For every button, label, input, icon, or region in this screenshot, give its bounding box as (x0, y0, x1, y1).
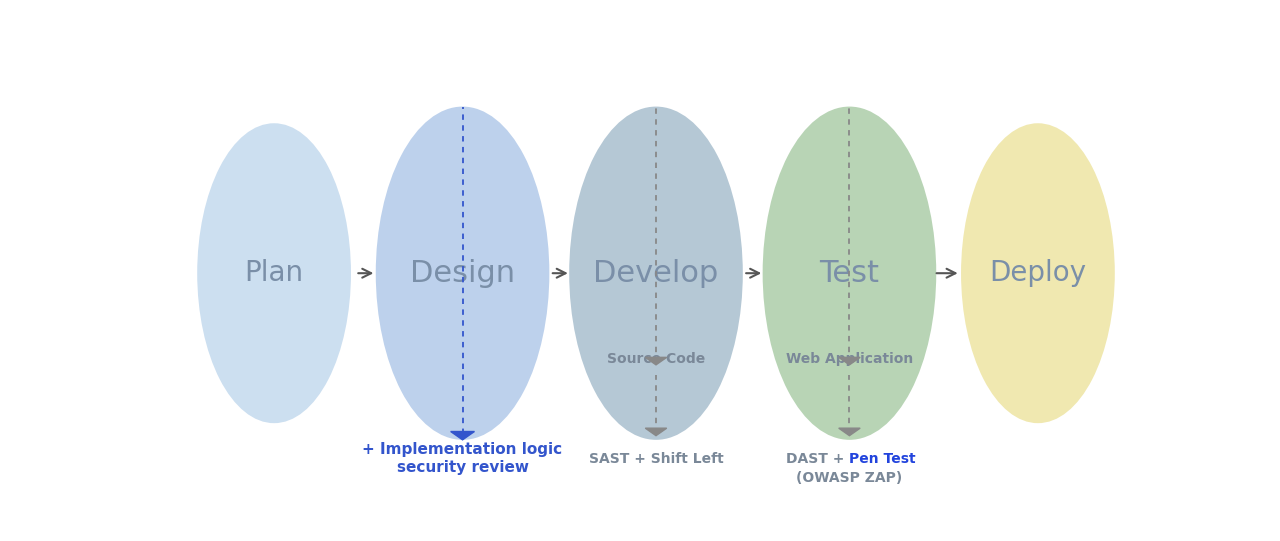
Text: Design: Design (410, 259, 515, 288)
Text: Source Code: Source Code (607, 352, 705, 366)
Text: DAST +: DAST + (786, 452, 850, 466)
Text: Plan: Plan (244, 259, 303, 287)
Ellipse shape (376, 107, 549, 440)
Text: Pen Test: Pen Test (850, 452, 916, 466)
Text: Web Application: Web Application (786, 352, 913, 366)
Text: Deploy: Deploy (989, 259, 1087, 287)
Text: Test: Test (819, 259, 879, 288)
Ellipse shape (763, 107, 936, 440)
Polygon shape (645, 428, 667, 436)
Polygon shape (645, 358, 667, 365)
Ellipse shape (197, 123, 351, 423)
Ellipse shape (961, 123, 1115, 423)
Text: SAST + Shift Left: SAST + Shift Left (589, 452, 723, 466)
Text: (OWASP ZAP): (OWASP ZAP) (796, 471, 902, 485)
Text: + Implementation logic
security review: + Implementation logic security review (362, 443, 563, 475)
Polygon shape (838, 428, 860, 436)
Text: Develop: Develop (594, 259, 718, 288)
Polygon shape (451, 432, 475, 440)
Polygon shape (838, 358, 860, 365)
Ellipse shape (570, 107, 742, 440)
